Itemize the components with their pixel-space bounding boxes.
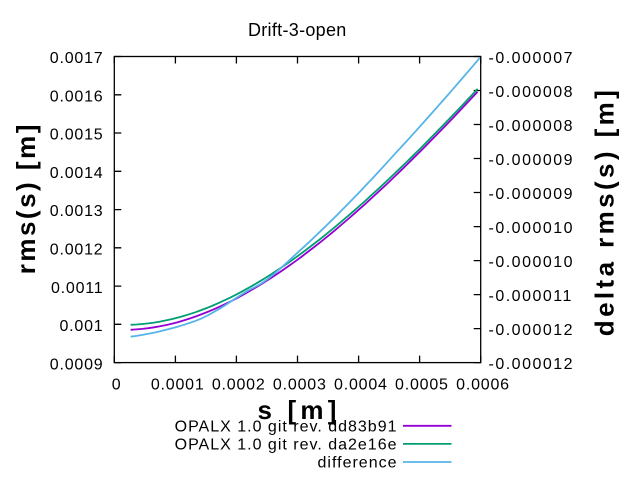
svg-text:0.0004: 0.0004 (334, 377, 388, 394)
svg-text:0.0014: 0.0014 (50, 165, 104, 182)
svg-text:0.0001: 0.0001 (151, 377, 205, 394)
svg-text:-0.000012: -0.000012 (489, 356, 575, 373)
svg-text:0.0006: 0.0006 (456, 377, 510, 394)
svg-text:s [m]: s [m] (257, 395, 340, 425)
svg-text:-0.000012: -0.000012 (489, 322, 575, 339)
svg-text:-0.000008: -0.000008 (489, 84, 575, 101)
svg-text:0.0003: 0.0003 (273, 377, 327, 394)
svg-text:-0.000010: -0.000010 (489, 220, 575, 237)
svg-text:OPALX 1.0 git rev. da2e16e: OPALX 1.0 git rev. da2e16e (175, 437, 398, 454)
svg-text:-0.000011: -0.000011 (489, 288, 573, 305)
svg-text:0.0016: 0.0016 (50, 89, 104, 106)
svg-text:0.0002: 0.0002 (212, 377, 266, 394)
svg-text:rms(s) [m]: rms(s) [m] (11, 122, 41, 274)
svg-text:0.0012: 0.0012 (50, 242, 104, 259)
svg-text:-0.000009: -0.000009 (489, 152, 575, 169)
svg-text:0.001: 0.001 (59, 318, 103, 335)
svg-text:Drift-3-open: Drift-3-open (248, 20, 347, 40)
svg-text:0.0015: 0.0015 (50, 127, 104, 144)
svg-text:0.0011: 0.0011 (51, 280, 104, 297)
svg-text:0.0005: 0.0005 (395, 377, 449, 394)
svg-text:difference: difference (318, 455, 398, 472)
svg-text:-0.000008: -0.000008 (489, 118, 575, 135)
svg-text:0.0017: 0.0017 (50, 50, 104, 67)
svg-text:delta rms(s) [m]: delta rms(s) [m] (590, 87, 620, 336)
svg-text:OPALX 1.0 git rev. dd83b91: OPALX 1.0 git rev. dd83b91 (175, 419, 398, 436)
svg-text:0.0013: 0.0013 (50, 203, 104, 220)
svg-text:0.0009: 0.0009 (50, 356, 104, 373)
svg-text:-0.000010: -0.000010 (489, 254, 575, 271)
svg-text:-0.000007: -0.000007 (489, 50, 575, 67)
svg-text:0: 0 (112, 377, 122, 394)
svg-text:-0.000009: -0.000009 (489, 186, 575, 203)
